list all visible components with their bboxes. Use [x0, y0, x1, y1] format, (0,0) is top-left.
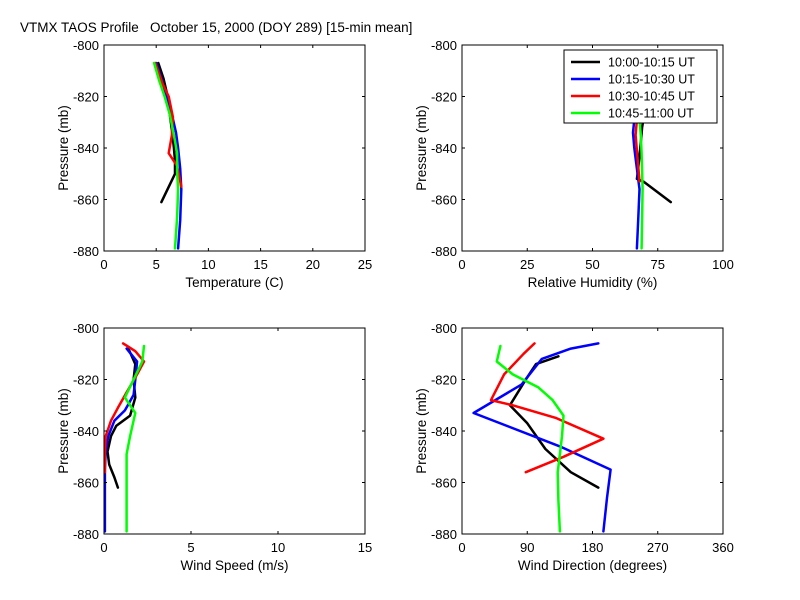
x-tick-label-wind-direction: 180 — [582, 540, 604, 555]
legend-label-3: 10:30-10:45 UT — [608, 90, 695, 104]
y-tick-label-wind-speed: -820 — [73, 373, 99, 388]
series-group-temperature — [152, 61, 183, 250]
y-axis-label-humidity: Pressure (mb) — [414, 105, 429, 191]
x-tick-label-wind-direction: 90 — [520, 540, 534, 555]
x-tick-label-temperature: 5 — [153, 257, 160, 272]
y-tick-label-wind-speed: -880 — [73, 527, 99, 542]
x-tick-label-temperature: 10 — [201, 257, 215, 272]
y-tick-label-wind-speed: -860 — [73, 476, 99, 491]
x-tick-label-humidity: 25 — [520, 257, 534, 272]
series-line-wind-direction-3 — [489, 342, 605, 474]
y-axis-label-wind-speed: Pressure (mb) — [56, 388, 71, 474]
x-tick-label-humidity: 100 — [712, 257, 734, 272]
series-line-wind-speed-3 — [104, 342, 146, 474]
x-tick-label-wind-direction: 0 — [458, 540, 465, 555]
series-group-wind-speed — [104, 342, 146, 533]
x-tick-label-wind-speed: 15 — [358, 540, 372, 555]
y-tick-label-wind-direction: -820 — [431, 373, 457, 388]
x-tick-label-temperature: 25 — [358, 257, 372, 272]
x-tick-label-temperature: 15 — [253, 257, 267, 272]
series-line-wind-speed-4 — [123, 344, 146, 533]
legend: 10:00-10:15 UT 10:15-10:30 UT 10:30-10:45 … — [563, 49, 718, 124]
y-tick-label-humidity: -860 — [431, 193, 457, 208]
legend-label-4: 10:45-11:00 UT — [608, 107, 694, 121]
y-tick-label-wind-speed: -840 — [73, 424, 99, 439]
panel-wind-direction: 0 90 180 270 360 -880 -860 -840 -820 -800 Wind Dir… — [414, 321, 734, 573]
y-tick-label-temperature: -840 — [73, 141, 99, 156]
x-tick-label-wind-speed: 5 — [187, 540, 194, 555]
x-tick-label-wind-speed: 0 — [100, 540, 107, 555]
panel-wind-speed: 0 5 10 15 -880 -860 -840 -820 -800 Wind Speed (m/… — [56, 321, 372, 573]
y-tick-label-humidity: -880 — [431, 244, 457, 259]
y-tick-label-humidity: -840 — [431, 141, 457, 156]
y-tick-label-wind-speed: -800 — [73, 321, 99, 336]
x-tick-label-wind-direction: 360 — [712, 540, 734, 555]
y-tick-label-temperature: -820 — [73, 90, 99, 105]
y-axis-label-wind-direction: Pressure (mb) — [414, 388, 429, 474]
y-tick-label-temperature: -860 — [73, 193, 99, 208]
series-line-wind-direction-4 — [495, 344, 565, 533]
series-line-humidity-4 — [638, 118, 644, 250]
y-tick-label-humidity: -820 — [431, 90, 457, 105]
x-axis-label-wind-speed: Wind Speed (m/s) — [180, 558, 288, 573]
x-tick-label-temperature: 0 — [100, 257, 107, 272]
x-tick-label-temperature: 20 — [306, 257, 320, 272]
x-tick-label-humidity: 0 — [458, 257, 465, 272]
y-tick-label-temperature: -880 — [73, 244, 99, 259]
x-axis-label-wind-direction: Wind Direction (degrees) — [518, 558, 667, 573]
x-tick-label-humidity: 50 — [585, 257, 599, 272]
legend-label-1: 10:00-10:15 UT — [608, 56, 695, 70]
x-axis-label-temperature: Temperature (C) — [185, 275, 283, 290]
series-line-temperature-4 — [152, 61, 180, 250]
y-axis-label-temperature: Pressure (mb) — [56, 105, 71, 191]
figure-title: VTMX TAOS Profile October 15, 2000 (DOY … — [20, 20, 412, 35]
series-line-humidity-2 — [631, 118, 641, 250]
series-group-humidity — [631, 118, 673, 250]
y-tick-label-wind-direction: -860 — [431, 476, 457, 491]
series-line-humidity-3 — [634, 118, 641, 183]
x-tick-label-wind-speed: 10 — [271, 540, 285, 555]
y-tick-label-wind-direction: -880 — [431, 527, 457, 542]
y-tick-label-wind-direction: -840 — [431, 424, 457, 439]
panels-group: 0 5 10 15 20 25 -880 -860 -840 -820 -800 Temperatur… — [56, 38, 734, 573]
x-tick-label-humidity: 75 — [651, 257, 665, 272]
y-tick-label-wind-direction: -800 — [431, 321, 457, 336]
x-axis-label-humidity: Relative Humidity (%) — [528, 275, 658, 290]
y-tick-label-temperature: -800 — [73, 38, 99, 53]
x-tick-label-wind-direction: 270 — [647, 540, 669, 555]
y-tick-label-humidity: -800 — [431, 38, 457, 53]
panel-humidity: 0 25 50 75 100 -880 -860 -840 -820 -800 Relative H… — [414, 38, 734, 290]
panel-temperature: 0 5 10 15 20 25 -880 -860 -840 -820 -800 Temperatur… — [56, 38, 372, 290]
series-line-wind-direction-2 — [472, 342, 612, 533]
legend-label-2: 10:15-10:30 UT — [608, 73, 695, 87]
series-line-wind-speed-1 — [106, 347, 137, 489]
series-group-wind-direction — [472, 342, 612, 533]
